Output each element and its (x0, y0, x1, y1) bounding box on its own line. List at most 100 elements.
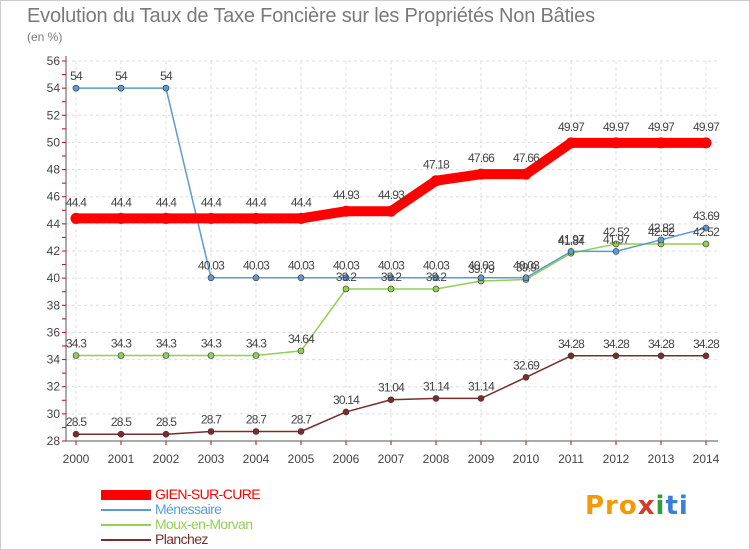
data-label: 34.64 (288, 332, 315, 346)
data-label: 40.03 (198, 259, 225, 273)
data-label: 31.14 (468, 379, 495, 393)
data-point (160, 212, 172, 224)
data-point (477, 395, 485, 402)
data-label: 44.4 (156, 195, 177, 209)
legend-swatch (101, 539, 151, 541)
proxiti-logo: Proxiti (585, 491, 689, 521)
y-tick-label: 44 (47, 217, 61, 231)
data-point (207, 428, 215, 435)
data-label: 40.03 (468, 259, 495, 273)
data-label: 34.28 (558, 337, 585, 351)
data-point (72, 430, 80, 438)
data-point (612, 248, 620, 255)
data-label: 47.66 (513, 151, 540, 165)
data-label: 40.03 (288, 259, 315, 273)
x-tick-label: 2010 (513, 452, 540, 466)
y-tick-label: 36 (47, 325, 61, 339)
data-label: 43.69 (693, 209, 720, 223)
data-point (567, 248, 575, 255)
x-tick-label: 2002 (153, 452, 180, 466)
chart-subtitle: (en %) (27, 30, 63, 44)
data-label: 40.03 (513, 259, 540, 273)
y-tick-label: 28 (47, 434, 61, 448)
x-tick-label: 2007 (378, 452, 405, 466)
x-tick-label: 2012 (603, 452, 630, 466)
data-label: 41.97 (603, 232, 630, 246)
data-label: 39.2 (381, 270, 402, 284)
data-point (702, 352, 710, 360)
data-point (297, 347, 305, 355)
data-label: 34.3 (201, 337, 222, 351)
chart-title: Evolution du Taux de Taxe Foncière sur l… (27, 5, 595, 27)
data-label: 40.03 (243, 259, 270, 273)
data-label: 42.52 (603, 225, 630, 239)
x-tick-label: 2001 (108, 452, 135, 466)
y-tick-label: 52 (47, 108, 61, 122)
data-point (117, 84, 125, 92)
data-point (475, 168, 487, 180)
y-tick-label: 34 (47, 353, 61, 367)
data-point (340, 205, 352, 217)
data-point (432, 395, 440, 402)
x-tick-label: 2000 (63, 452, 90, 466)
data-point (612, 352, 620, 360)
data-label: 47.18 (423, 158, 450, 172)
data-point (702, 224, 710, 232)
data-label: 28.5 (111, 415, 132, 429)
data-label: 42.52 (648, 225, 675, 239)
data-point (70, 212, 82, 224)
data-point (342, 274, 350, 282)
legend-swatch (101, 490, 151, 500)
data-label: 40.03 (423, 259, 450, 273)
data-label: 42.82 (648, 221, 675, 235)
data-point (612, 240, 620, 248)
data-point (432, 285, 440, 293)
data-label: 49.97 (693, 120, 720, 134)
data-point (115, 212, 127, 224)
x-tick-label: 2005 (288, 452, 315, 466)
data-point (520, 168, 532, 180)
data-point (387, 285, 395, 293)
data-label: 31.14 (423, 379, 450, 393)
legend-swatch (101, 524, 151, 526)
legend-label: Planchez (155, 531, 208, 547)
data-point (252, 352, 260, 359)
y-tick-label: 30 (47, 407, 61, 421)
x-tick-label: 2004 (243, 452, 270, 466)
data-label: 39.2 (426, 270, 447, 284)
x-tick-label: 2008 (423, 452, 450, 466)
data-label: 34.3 (111, 337, 132, 351)
data-point (567, 352, 575, 360)
data-point (162, 84, 170, 92)
y-tick-label: 56 (47, 54, 61, 68)
data-label: 34.28 (603, 337, 630, 351)
x-tick-label: 2013 (648, 452, 675, 466)
legend-label: Ménessaire (155, 501, 222, 517)
data-labels: 44.4 44.4 44.4 44.4 44.4 44.4 44.93 44.93 47.18 4… (66, 69, 721, 429)
data-point (522, 374, 530, 381)
data-point (432, 274, 440, 282)
data-label: 30.14 (333, 393, 360, 407)
data-label: 49.97 (558, 120, 585, 134)
data-point (162, 352, 170, 359)
data-label: 41.84 (558, 234, 585, 248)
data-point (252, 274, 260, 282)
data-point (387, 396, 395, 404)
data-label: 28.7 (291, 413, 312, 427)
x-tick-label: 2003 (198, 452, 225, 466)
data-point (295, 212, 307, 224)
data-label: 44.93 (378, 188, 405, 202)
logo-part: ti (665, 491, 689, 521)
data-point (700, 137, 712, 149)
data-label: 39.9 (516, 261, 537, 275)
data-point (72, 84, 80, 92)
data-point (297, 428, 305, 435)
data-label: 44.4 (66, 195, 87, 209)
data-label: 47.66 (468, 151, 495, 165)
data-label: 34.28 (693, 337, 720, 351)
data-label: 39.2 (336, 270, 357, 284)
data-point (117, 352, 125, 359)
data-label: 49.97 (603, 120, 630, 134)
logo-part: x (637, 491, 656, 521)
